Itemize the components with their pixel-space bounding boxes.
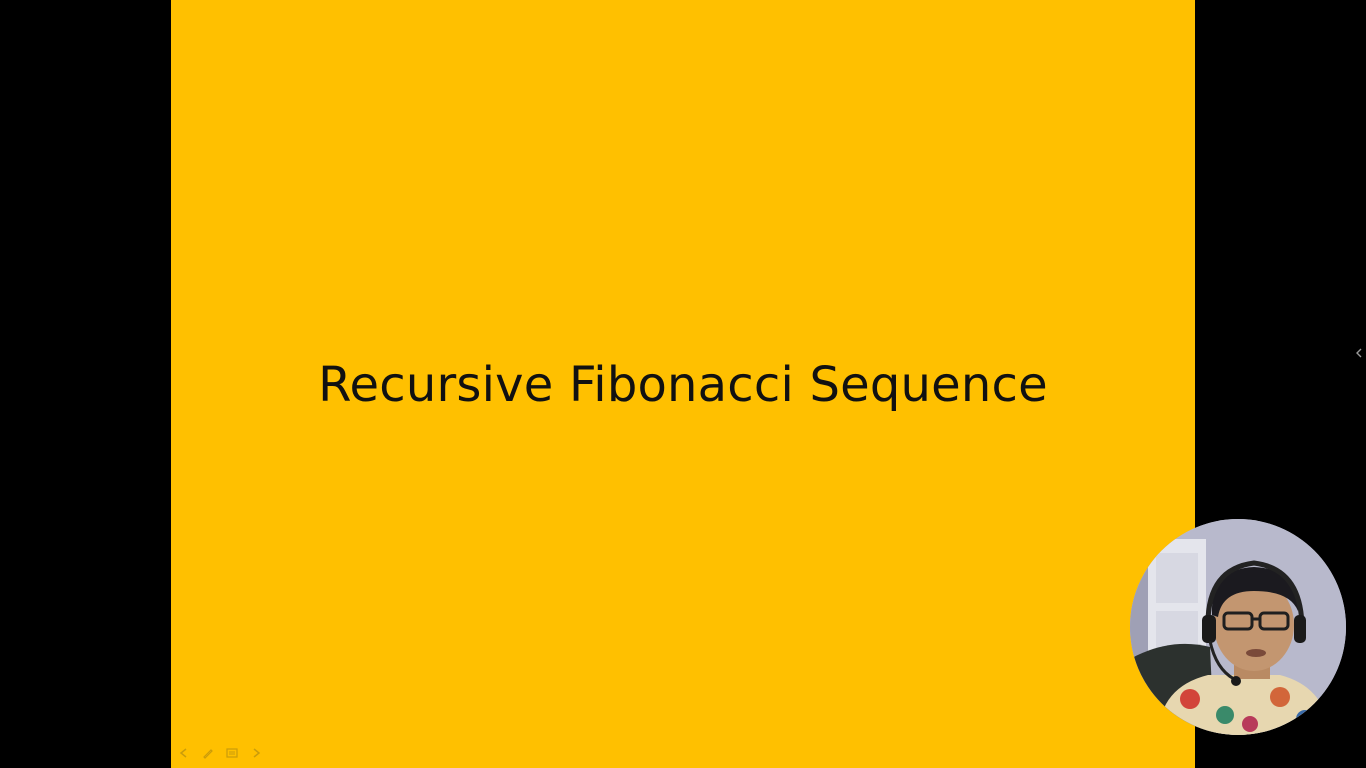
pen-icon <box>203 749 213 759</box>
pen-tool-button[interactable] <box>200 745 216 761</box>
slide-title: Recursive Fibonacci Sequence <box>318 357 1048 413</box>
next-slide-button[interactable] <box>248 745 264 761</box>
back-arrow-icon <box>179 748 187 758</box>
forward-arrow-icon <box>253 748 261 758</box>
slide[interactable]: Recursive Fibonacci Sequence <box>171 0 1195 768</box>
menu-icon <box>226 748 238 758</box>
presenter-video <box>1130 519 1346 735</box>
side-panel-toggle[interactable] <box>1352 344 1366 362</box>
webcam-overlay[interactable] <box>1130 519 1346 735</box>
previous-slide-button[interactable] <box>176 745 192 761</box>
slideshow-toolbar <box>176 744 264 762</box>
chevron-left-icon <box>1356 348 1362 358</box>
slide-menu-button[interactable] <box>224 745 240 761</box>
